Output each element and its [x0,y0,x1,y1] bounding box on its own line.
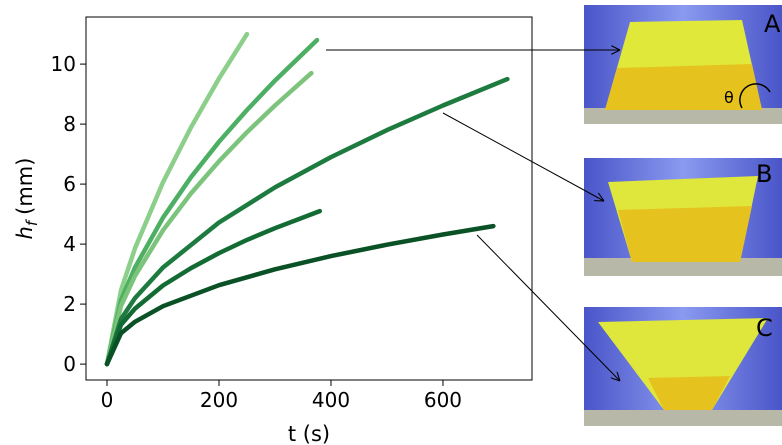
data-line [104,70,314,367]
data-line [104,76,510,367]
panel-label: B [756,160,772,188]
photo-b: B [584,158,782,276]
data-line [104,223,496,367]
y-tick-label: 2 [63,292,76,316]
arrow [476,234,620,381]
y-tick-label: 6 [63,172,76,196]
y-label-unit: (mm) [13,158,37,215]
x-tick-label: 0 [101,388,114,412]
angle-label: θ [724,88,734,107]
x-tick-label: 600 [424,388,462,412]
y-tick-label: 4 [63,232,76,256]
y-tick-label: 10 [51,52,76,76]
x-tick-label: 400 [312,388,350,412]
x-tick-label: 200 [200,388,238,412]
panel-label: A [764,10,781,38]
photo-a: A θ [584,5,782,124]
y-label-subscript: f [23,218,41,226]
y-label-symbol: h [13,226,37,239]
data-line [104,208,323,367]
plot-frame [85,16,533,381]
data-line [104,31,250,367]
y-tick-label: 0 [63,352,76,376]
plot: 0 200 400 600 0 2 4 6 8 10 t (s) hf (mm) [13,16,533,445]
y-axis-label: hf (mm) [13,158,41,240]
y-tick-label: 8 [63,112,76,136]
panel-label: C [756,314,773,342]
data-line [104,37,320,367]
photo-c: C [584,307,782,426]
x-axis-label: t (s) [288,422,330,445]
arrow [442,112,604,201]
